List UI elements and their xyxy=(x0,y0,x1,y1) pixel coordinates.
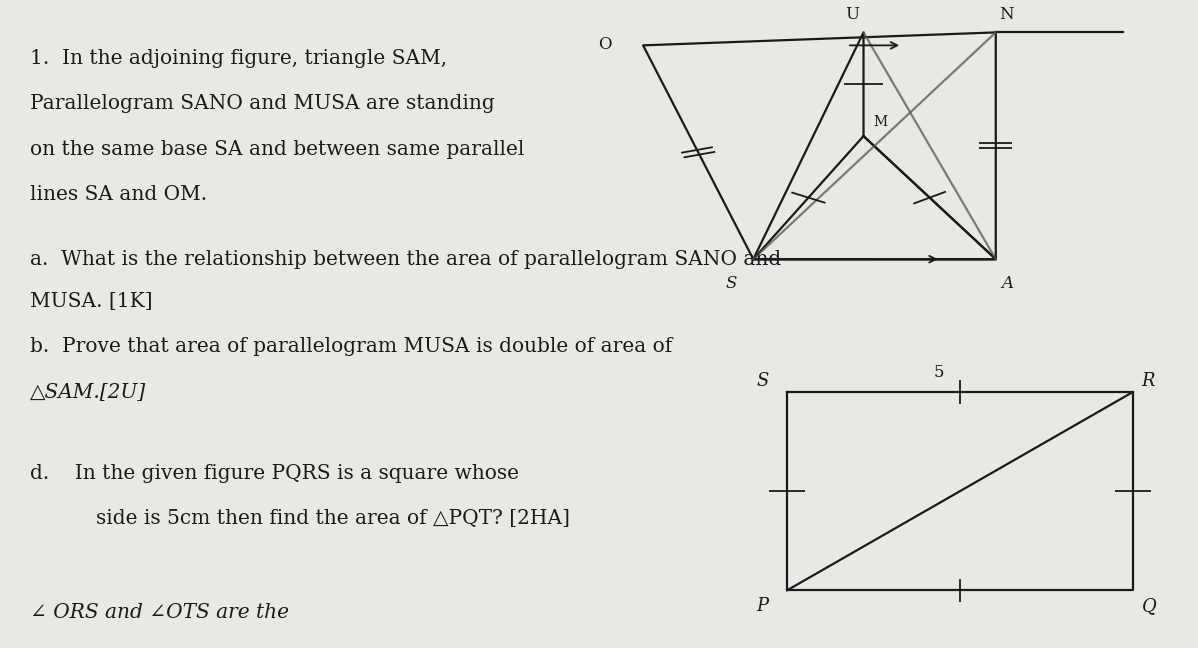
Text: M: M xyxy=(873,115,887,130)
Text: P: P xyxy=(756,597,768,615)
Text: U: U xyxy=(846,6,859,23)
Text: 5: 5 xyxy=(933,364,944,382)
Text: side is 5cm then find the area of △PQT? [2HA]: side is 5cm then find the area of △PQT? … xyxy=(96,509,570,528)
Text: △SAM.[2U]: △SAM.[2U] xyxy=(30,382,146,402)
Text: b.  Prove that area of parallelogram MUSA is double of area of: b. Prove that area of parallelogram MUSA… xyxy=(30,337,672,356)
Text: A: A xyxy=(1000,275,1012,292)
Text: on the same base SA and between same parallel: on the same base SA and between same par… xyxy=(30,139,525,159)
Text: MUSA. [1K]: MUSA. [1K] xyxy=(30,292,152,311)
Text: ∠ ORS and ∠OTS are the: ∠ ORS and ∠OTS are the xyxy=(30,603,289,622)
Text: N: N xyxy=(999,6,1015,23)
Text: lines SA and OM.: lines SA and OM. xyxy=(30,185,207,204)
Text: Parallelogram SANO and MUSA are standing: Parallelogram SANO and MUSA are standing xyxy=(30,94,495,113)
Text: O: O xyxy=(598,36,611,52)
Text: R: R xyxy=(1142,372,1155,390)
Text: Q: Q xyxy=(1142,597,1156,615)
Text: S: S xyxy=(756,372,768,390)
Text: a.  What is the relationship between the area of parallelogram SANO and: a. What is the relationship between the … xyxy=(30,249,781,269)
Text: S: S xyxy=(726,275,737,292)
Text: d.    In the given figure PQRS is a square whose: d. In the given figure PQRS is a square … xyxy=(30,463,519,483)
Text: 1.  In the adjoining figure, triangle SAM,: 1. In the adjoining figure, triangle SAM… xyxy=(30,49,447,68)
